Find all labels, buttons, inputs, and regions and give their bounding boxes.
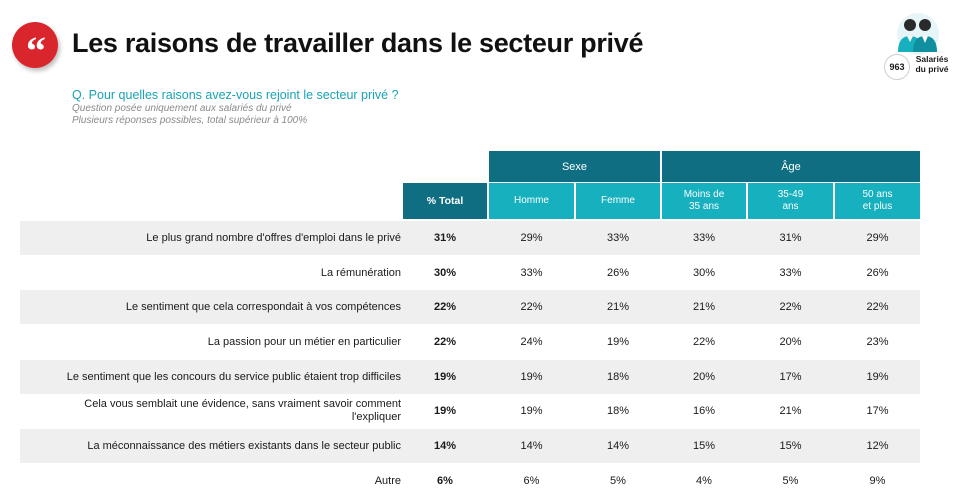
cell-total: 19%: [433, 405, 457, 417]
question-text: Q. Pour quelles raisons avez-vous rejoin…: [72, 88, 399, 102]
cell-35-49: 31%: [779, 232, 802, 244]
sample-label-line2: du privé: [915, 64, 949, 74]
cell-total: 19%: [433, 371, 457, 383]
cell-50plus: 22%: [866, 301, 889, 313]
cell-moins35: 30%: [692, 267, 716, 279]
cell-35-49: 22%: [779, 301, 802, 313]
cell-35-49: 33%: [779, 267, 802, 279]
cell-35-49: 17%: [779, 371, 802, 383]
row-label: La rémunération: [320, 266, 401, 279]
row-shade: [20, 221, 920, 255]
table-row: Le plus grand nombre d'offres d'emploi d…: [20, 221, 920, 255]
question-note-2: Plusieurs réponses possibles, total supé…: [72, 115, 308, 126]
table-row: Le sentiment que cela correspondait à vo…: [20, 290, 920, 324]
row-label: Le sentiment que les concours du service…: [66, 370, 401, 383]
cell-homme: 24%: [520, 336, 543, 348]
table-row: Autre 6% 6% 5% 4% 5% 9%: [20, 464, 920, 498]
table-row: Cela vous semblait une évidence, sans vr…: [20, 394, 920, 428]
cell-homme: 19%: [520, 371, 543, 383]
col-header-35-49-line2: ans: [782, 201, 799, 212]
col-header-35-49: 35-49 ans: [748, 183, 833, 219]
cell-femme: 21%: [606, 301, 630, 313]
group-header-sexe: Sexe: [489, 151, 660, 182]
cell-femme: 19%: [606, 336, 630, 348]
col-header-moins35-line1: Moins de: [683, 189, 725, 200]
cell-femme: 14%: [606, 440, 630, 452]
cell-50plus: 23%: [866, 336, 889, 348]
row-shade: [20, 360, 920, 394]
row-label: Le sentiment que cela correspondait à vo…: [125, 300, 401, 313]
col-header-moins35: Moins de 35 ans: [662, 183, 746, 219]
cell-homme: 22%: [520, 301, 543, 313]
cell-homme: 6%: [523, 475, 540, 487]
cell-moins35: 22%: [692, 336, 716, 348]
cell-35-49: 21%: [779, 405, 802, 417]
cell-moins35: 33%: [692, 232, 716, 244]
col-header-moins35-line2: 35 ans: [688, 201, 720, 212]
sample-label-line1: Salariés: [915, 54, 949, 64]
row-label: Le plus grand nombre d'offres d'emploi d…: [146, 231, 401, 244]
cell-moins35: 16%: [692, 405, 716, 417]
cell-moins35: 4%: [696, 475, 712, 487]
cell-total: 6%: [437, 475, 453, 487]
row-label: Cela vous semblait une évidence, sans vr…: [84, 398, 401, 423]
cell-moins35: 15%: [692, 440, 716, 452]
col-header-50plus-line1: 50 ans: [862, 189, 893, 200]
col-header-homme: Homme: [489, 183, 574, 219]
cell-35-49: 20%: [779, 336, 802, 348]
table-row: La rémunération 30% 33% 26% 30% 33% 26%: [20, 256, 920, 290]
cell-35-49: 15%: [779, 440, 802, 452]
cell-total: 22%: [433, 336, 457, 348]
cell-50plus: 12%: [866, 440, 889, 452]
row-shade: [20, 429, 920, 463]
cell-50plus: 19%: [866, 371, 889, 383]
table-row: La méconnaissance des métiers existants …: [20, 429, 920, 463]
quote-glyph: “: [26, 28, 46, 73]
row-label: La méconnaissance des métiers existants …: [87, 439, 401, 452]
people-icon: [897, 13, 939, 55]
cell-50plus: 26%: [866, 267, 889, 279]
cell-homme: 29%: [520, 232, 543, 244]
cell-total: 30%: [433, 267, 457, 279]
sample-badge: 963 Salariés du privé: [884, 10, 952, 80]
cell-total: 22%: [433, 301, 457, 313]
cell-35-49: 5%: [782, 475, 799, 487]
cell-50plus: 9%: [869, 475, 886, 487]
col-header-35-49-line1: 35-49: [777, 189, 804, 200]
cell-homme: 14%: [520, 440, 543, 452]
col-header-50plus: 50 ans et plus: [835, 183, 920, 219]
question-note-1: Question posée uniquement aux salariés d…: [72, 103, 292, 114]
sample-label: Salariés du privé: [912, 54, 952, 74]
cell-homme: 19%: [520, 405, 543, 417]
cell-moins35: 21%: [692, 301, 716, 313]
sample-count: 963: [884, 54, 910, 80]
table-row: La passion pour un métier en particulier…: [20, 325, 920, 359]
quote-logo-icon: “: [12, 22, 58, 73]
row-label: La passion pour un métier en particulier: [207, 335, 401, 348]
cell-homme: 33%: [520, 267, 543, 279]
col-header-femme: Femme: [576, 183, 660, 219]
row-shade: [20, 290, 920, 324]
cell-femme: 18%: [606, 371, 630, 383]
cell-femme: 26%: [606, 267, 630, 279]
page-title: Les raisons de travailler dans le secteu…: [72, 28, 644, 58]
cell-total: 14%: [433, 440, 457, 452]
cell-femme: 18%: [606, 405, 630, 417]
table-row: Le sentiment que les concours du service…: [20, 360, 920, 394]
cell-total: 31%: [433, 232, 457, 244]
cell-50plus: 29%: [866, 232, 889, 244]
col-header-50plus-line2: et plus: [862, 201, 893, 212]
cell-moins35: 20%: [692, 371, 716, 383]
col-header-total: % Total: [403, 183, 487, 219]
cell-femme: 5%: [610, 475, 626, 487]
group-header-age: Âge: [662, 151, 920, 182]
cell-50plus: 17%: [866, 405, 889, 417]
row-label: Autre: [374, 474, 401, 487]
cell-femme: 33%: [606, 232, 630, 244]
